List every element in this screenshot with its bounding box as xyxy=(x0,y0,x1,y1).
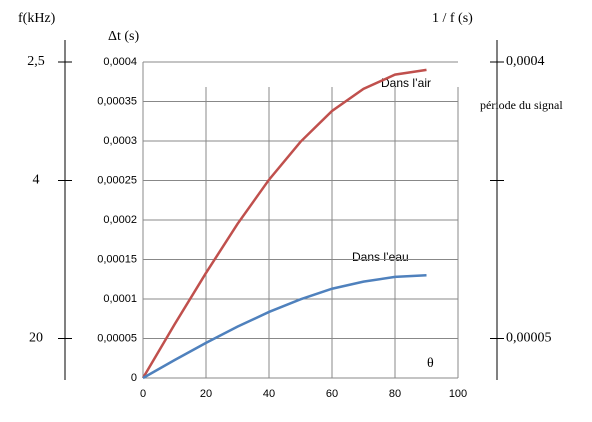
y-tick-label: 0,00035 xyxy=(97,95,137,107)
y-tick-label: 0,00025 xyxy=(97,174,137,186)
series-line xyxy=(141,68,427,379)
left-axis-label: f(kHz) xyxy=(18,11,56,26)
right-tick-label: 0,00005 xyxy=(506,331,552,346)
y-tick-label: 0,0001 xyxy=(103,293,137,305)
x-tick-label: 60 xyxy=(326,388,338,400)
y-tick-label: 0,0003 xyxy=(103,135,137,147)
y-tick-label: 0,0004 xyxy=(103,56,137,68)
annotation: θ xyxy=(427,356,434,371)
y-tick-label: 0,00015 xyxy=(97,253,137,265)
x-tick-label: 100 xyxy=(449,388,467,400)
annotation: Dans l’eau xyxy=(352,250,409,264)
x-tick-label: 20 xyxy=(200,388,212,400)
y-tick-label: 0 xyxy=(131,372,137,384)
series-line xyxy=(142,274,427,380)
left-tick-label: 4 xyxy=(33,173,40,188)
left-tick-label: 20 xyxy=(29,331,43,346)
y-tick-label: 0,00005 xyxy=(97,332,137,344)
x-tick-label: 80 xyxy=(389,388,401,400)
y-axis-label: Δt (s) xyxy=(108,29,140,44)
x-tick-label: 40 xyxy=(263,388,275,400)
right-tick-label: 0,0004 xyxy=(506,54,545,69)
y2-axis-label: 1 / f (s) xyxy=(432,11,473,26)
annotation: Dans l’air xyxy=(381,76,431,90)
annotation: période du signal xyxy=(480,98,563,112)
left-tick-label: 2,5 xyxy=(27,54,45,69)
x-tick-label: 0 xyxy=(140,388,146,400)
y-tick-label: 0,0002 xyxy=(103,214,137,226)
